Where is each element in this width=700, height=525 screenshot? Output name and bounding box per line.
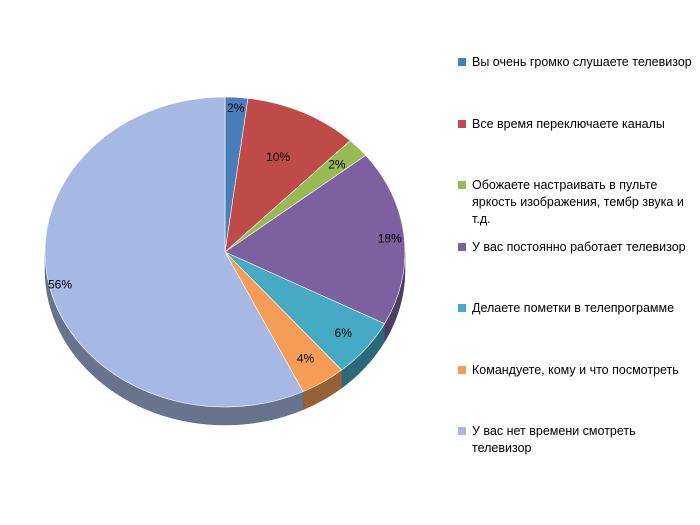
legend-label: Делаете пометки в телепрограмме [472,301,675,315]
legend-item: Вы очень громко слушаете телевизор [458,54,698,71]
pie-slice [224,97,351,253]
legend-swatch [458,427,466,435]
legend-swatch [458,58,466,66]
legend-label: Вы очень громко слушаете телевизор [472,55,692,69]
pie-slices [44,96,406,408]
legend-item: У вас постоянно работает телевизор [458,239,698,256]
legend-label: Все время переключаете каналы [472,117,665,131]
pie-data-labels: 2% 10% 2% 18% 6% 4% 56% [48,101,402,365]
legend-swatch [458,120,466,128]
legend-swatch [458,366,466,374]
pie-data-label: 4% [297,352,315,366]
legend-item: Обожаете настраивать в пульте яркость из… [458,177,698,228]
pie-data-label: 2% [227,101,245,115]
pie-slice [224,154,406,325]
legend-label: Командуете, кому и что посмотреть [472,363,679,377]
pie-data-label: 56% [48,277,72,291]
legend-item: Делаете пометки в телепрограмме [458,300,698,317]
legend-swatch [458,181,466,189]
legend-label: Обожаете настраивать в пульте яркость из… [472,178,684,226]
legend-swatch [458,243,466,251]
legend-item: Командуете, кому и что посмотреть [458,362,698,379]
legend-label: У вас постоянно работает телевизор [472,240,686,254]
pie-data-label: 6% [335,326,353,340]
legend-label: У вас нет времени смотреть телевизор [472,424,636,455]
legend-item: Все время переключаете каналы [458,116,698,133]
legend-swatch [458,304,466,312]
pie-data-label: 18% [378,231,402,245]
pie-slice [44,96,304,408]
pie-data-label: 10% [266,150,290,164]
legend-item: У вас нет времени смотреть телевизор [458,423,698,457]
pie-data-label: 2% [328,158,346,172]
pie-side-walls [44,251,406,426]
